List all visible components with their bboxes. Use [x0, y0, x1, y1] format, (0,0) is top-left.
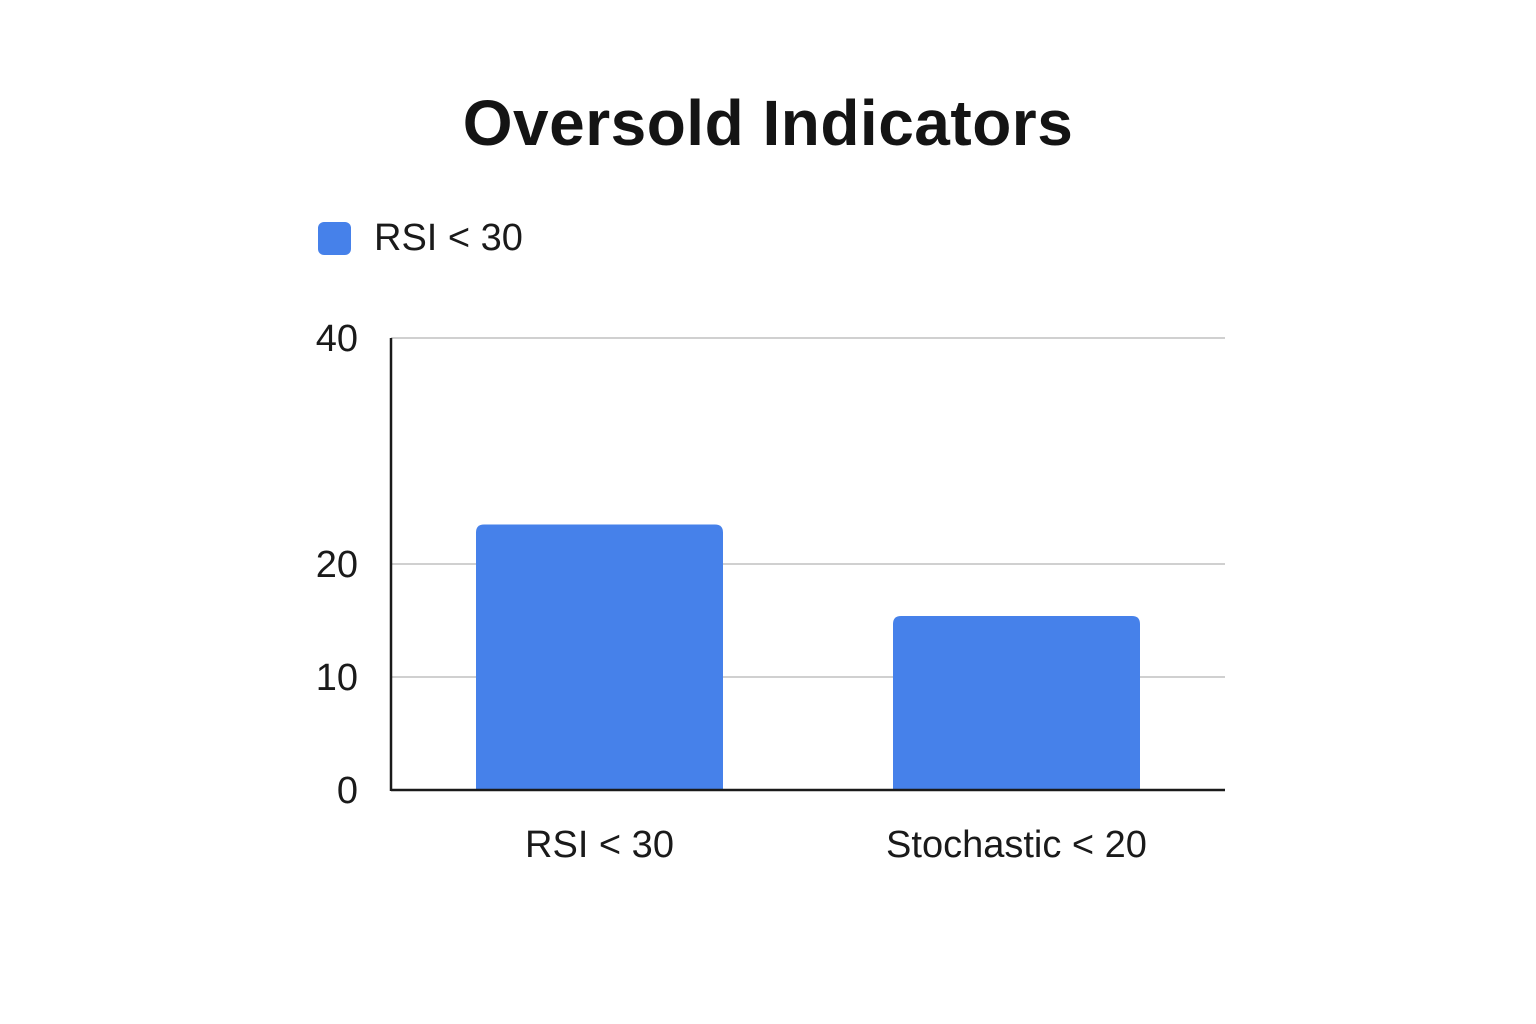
x-tick-label: RSI < 30: [525, 824, 674, 866]
bar: [476, 524, 723, 790]
y-tick-label: 40: [316, 318, 358, 360]
y-tick-label: 10: [316, 657, 358, 699]
bars: [476, 524, 1140, 790]
y-tick-label: 20: [316, 544, 358, 586]
chart-title: Oversold Indicators: [462, 87, 1074, 159]
y-tick-label: 0: [337, 770, 358, 812]
tick-labels: 0 10 20 40 RSI < 30 Stochastic < 20: [316, 318, 1147, 866]
axes: [389, 338, 1225, 792]
legend-label: RSI < 30: [374, 217, 523, 259]
bar: [893, 615, 1140, 790]
legend: RSI < 30: [318, 216, 523, 260]
legend-swatch: [318, 221, 351, 255]
x-tick-label: Stochastic < 20: [886, 824, 1147, 866]
